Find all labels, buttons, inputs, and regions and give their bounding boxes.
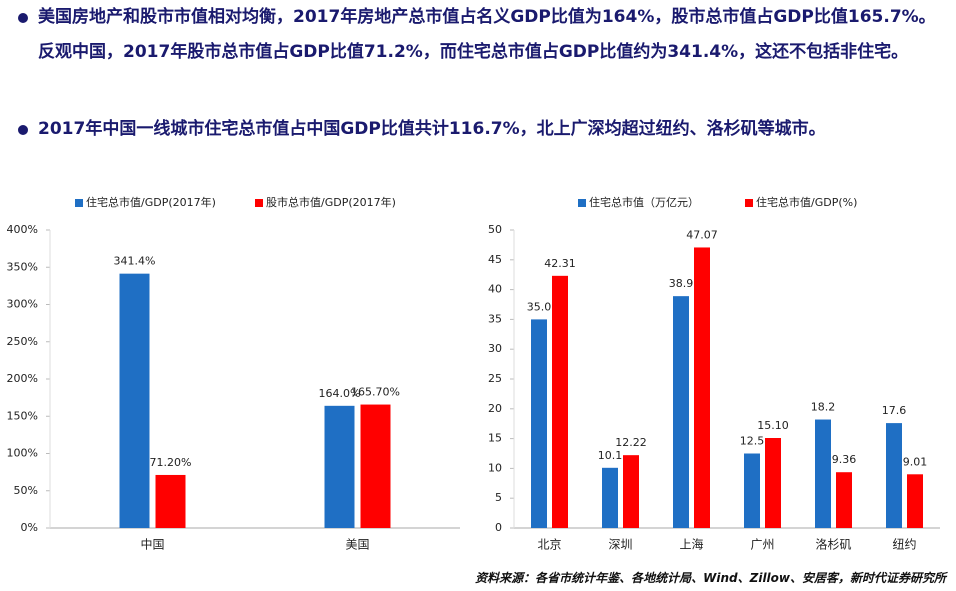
y-tick-label: 100%: [7, 447, 38, 460]
bullet-text: 2017年中国一线城市住宅总市值占中国GDP比值共计116.7%，北上广深均超过…: [38, 119, 826, 139]
x-tick-label: 深圳: [608, 538, 632, 552]
legend-swatch: [578, 199, 586, 207]
y-tick-label: 5: [495, 491, 502, 504]
bar: [673, 296, 689, 528]
value-label: 12.22: [615, 436, 647, 449]
value-label: 38.9: [669, 277, 694, 290]
y-tick-label: 0%: [21, 521, 38, 534]
bar: [815, 419, 831, 528]
value-label: 15.10: [757, 419, 789, 432]
value-label: 341.4%: [114, 255, 156, 268]
y-tick-label: 25: [488, 372, 502, 385]
bar: [324, 405, 355, 528]
bar: [886, 423, 902, 528]
y-tick-label: 0: [495, 521, 502, 534]
value-label: 47.07: [686, 228, 718, 241]
x-tick-label: 上海: [679, 537, 703, 552]
legend-label: 住宅总市值/GDP(%): [756, 195, 857, 209]
value-label: 18.2: [811, 401, 836, 414]
bar: [119, 273, 150, 528]
y-tick-label: 15: [488, 432, 502, 445]
bullet-dot: [18, 13, 28, 23]
y-tick-label: 50%: [14, 484, 38, 497]
legend-label: 股市总市值/GDP(2017年): [266, 195, 396, 209]
value-label: 9.36: [832, 453, 857, 466]
bar: [765, 438, 781, 528]
y-tick-label: 40: [488, 283, 502, 296]
x-tick-label: 北京: [537, 538, 561, 552]
value-label: 9.01: [903, 455, 928, 468]
value-label: 42.31: [544, 257, 576, 270]
y-tick-label: 200%: [7, 372, 38, 385]
bar: [744, 453, 760, 528]
y-tick-label: 30: [488, 342, 502, 355]
bar: [623, 455, 639, 528]
x-tick-label: 纽约: [892, 537, 916, 552]
bullet-text: 美国房地产和股市市值相对均衡，2017年房地产总市值占名义GDP比值为164%，…: [38, 7, 936, 62]
y-tick-label: 35: [488, 312, 502, 325]
y-tick-label: 250%: [7, 335, 38, 348]
source-note: 资料来源：各省市统计年鉴、各地统计局、Wind、Zillow、安居客，新时代证券…: [475, 571, 946, 585]
bar: [531, 319, 547, 528]
bar: [694, 247, 710, 528]
legend-label: 住宅总市值/GDP(2017年): [86, 195, 216, 209]
value-label: 12.5: [740, 435, 765, 448]
legend-swatch: [75, 199, 83, 207]
bullet-dot: [18, 125, 28, 135]
x-tick-label: 洛杉矶: [815, 537, 851, 552]
value-label: 35.0: [527, 300, 552, 313]
value-label: 17.6: [882, 404, 907, 417]
bar: [602, 467, 618, 528]
y-tick-label: 150%: [7, 409, 38, 422]
legend-label: 住宅总市值（万亿元）: [589, 195, 699, 209]
y-tick-label: 350%: [7, 260, 38, 273]
y-tick-label: 45: [488, 253, 502, 266]
y-tick-label: 300%: [7, 298, 38, 311]
value-label: 10.1: [598, 449, 623, 462]
bar: [836, 472, 852, 528]
bar: [907, 474, 923, 528]
legend-swatch: [745, 199, 753, 207]
x-tick-label: 广州: [750, 538, 774, 552]
x-tick-label: 中国: [140, 537, 164, 552]
bar: [360, 404, 391, 528]
bar: [552, 275, 568, 528]
y-tick-label: 10: [488, 461, 502, 474]
value-label: 164.0%: [319, 387, 361, 400]
x-tick-label: 美国: [345, 538, 369, 552]
legend-swatch: [255, 199, 263, 207]
bullet: 2017年中国一线城市住宅总市值占中国GDP比值共计116.7%，北上广深均超过…: [10, 112, 946, 147]
y-tick-label: 20: [488, 402, 502, 415]
bullet: 美国房地产和股市市值相对均衡，2017年房地产总市值占名义GDP比值为164%，…: [10, 0, 946, 70]
bar: [155, 474, 186, 528]
value-label: 165.70%: [351, 386, 400, 399]
y-tick-label: 400%: [7, 223, 38, 236]
value-label: 71.20%: [150, 456, 192, 469]
y-tick-label: 50: [488, 223, 502, 236]
